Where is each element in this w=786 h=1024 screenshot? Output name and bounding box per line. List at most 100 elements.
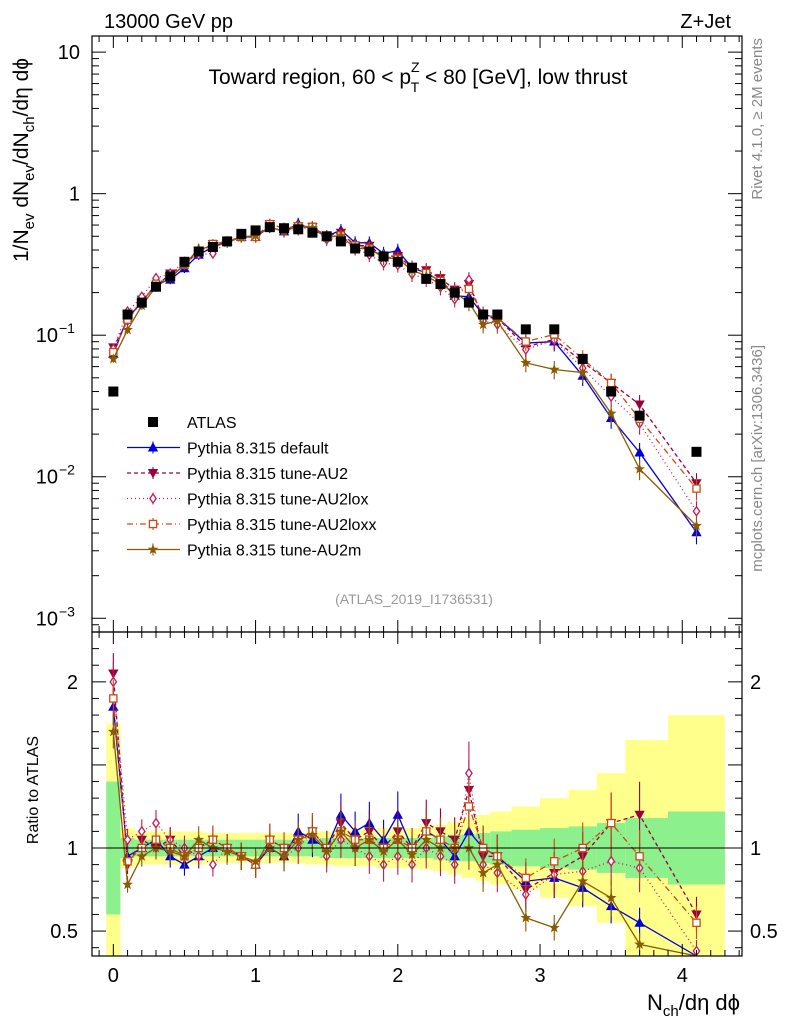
legend-marker	[147, 442, 159, 452]
legend-item: Pythia 8.315 tune-AU2loxx	[127, 517, 376, 534]
ratio-point	[464, 767, 473, 779]
ratio-tick-label-left: 1	[67, 838, 78, 860]
ratio-point	[123, 857, 132, 866]
data-point	[165, 271, 176, 282]
ratio-point	[235, 850, 247, 861]
legend-item: Pythia 8.315 tune-AU2	[127, 466, 348, 483]
data-point	[392, 256, 403, 267]
ratio-point	[307, 829, 318, 840]
y-tick-label: 1	[69, 184, 80, 206]
ratio-point	[164, 845, 176, 856]
ratio-point	[634, 938, 645, 949]
ratio-point	[137, 825, 146, 838]
data-point	[478, 309, 489, 320]
legend-label: Pythia 8.315 tune-AU2lox	[187, 492, 368, 509]
data-point	[634, 410, 645, 421]
ratio-point	[477, 867, 489, 878]
y-label-part: 1/N	[10, 229, 33, 262]
y-tick-label-exp: −3	[59, 603, 75, 619]
ratio-point	[520, 912, 532, 923]
y-label-part: dN	[10, 181, 33, 214]
series-point	[634, 447, 645, 457]
ratio-point	[392, 834, 404, 845]
ratio-point	[363, 834, 375, 845]
y-tick-label-base: 10	[36, 325, 58, 347]
series-line	[112, 225, 697, 527]
ratio-point	[550, 857, 559, 866]
ratio-point	[221, 845, 233, 856]
series-point	[577, 366, 589, 378]
ratio-frame	[91, 631, 743, 957]
chart-axes	[91, 35, 743, 957]
ratio-point	[179, 850, 190, 861]
series-point	[107, 353, 119, 364]
data-point	[122, 309, 133, 320]
series-ratio-line	[112, 673, 698, 915]
ratio-point	[635, 852, 644, 861]
y-tick-label-base: 10	[36, 608, 58, 630]
analysis-id: (ATLAS_2019_I1736531)	[335, 591, 493, 607]
series-point	[606, 378, 616, 388]
x-label-rest: /dη dϕ	[679, 990, 740, 1015]
data-point	[364, 246, 375, 257]
ratio-point	[420, 834, 432, 845]
title-sup: Z	[411, 59, 420, 75]
ratio-point	[292, 834, 304, 845]
data-point	[207, 241, 218, 252]
ratio-point	[634, 917, 645, 927]
legend-item: ATLAS	[148, 415, 237, 432]
ratio-tick-label-left: 0.5	[50, 921, 78, 943]
series-line	[112, 223, 697, 489]
legend-marker	[148, 417, 158, 427]
ratio-point	[378, 845, 389, 856]
ratio-point	[250, 855, 261, 866]
y-label-part: /dη dϕ	[10, 58, 33, 116]
y-tick-label-exp: −1	[59, 320, 75, 336]
series-point	[692, 505, 701, 517]
ratio-point	[464, 802, 474, 811]
data-point	[279, 223, 290, 234]
legend-item: Pythia 8.315 tune-AU2lox	[127, 492, 368, 509]
legend-label: ATLAS	[187, 415, 237, 432]
ratio-point	[122, 878, 133, 890]
y-tick-label: 10 −1	[36, 320, 75, 347]
data-point	[222, 236, 233, 247]
legend: ATLAS Pythia 8.315 default Pythia 8.315 tu…	[127, 415, 376, 560]
y-label-part: ev	[21, 213, 38, 229]
ratio-tick-label-right: 1	[750, 838, 761, 860]
y-tick-label: 10 −3	[36, 603, 75, 630]
data-point	[449, 287, 460, 298]
data-point	[549, 324, 560, 335]
y-tick-label: 10	[58, 42, 80, 64]
data-point	[421, 273, 432, 284]
ratio-tick-label-right: 0.5	[750, 921, 778, 943]
data-points	[108, 222, 702, 457]
data-point	[136, 297, 147, 308]
ratio-y-label: Ratio to ATLAS	[25, 736, 42, 844]
ratio-point	[208, 858, 217, 871]
ratio-point	[577, 875, 589, 886]
data-point	[250, 225, 261, 236]
y-label-part: ch	[21, 116, 38, 132]
series-point	[477, 318, 489, 330]
data-point	[236, 228, 247, 239]
y-tick-label: 10 −2	[36, 462, 75, 489]
data-point	[577, 353, 588, 364]
series-point	[605, 407, 617, 419]
series-line	[112, 222, 698, 533]
ratio-point	[321, 845, 333, 856]
series-point	[122, 324, 133, 335]
ratio-point	[335, 825, 347, 836]
header-process: Z+Jet	[680, 11, 731, 33]
title-post: < 80 [GeV], low thrust	[419, 66, 628, 89]
data-point	[691, 446, 702, 457]
y-label-part: ev	[21, 164, 38, 180]
data-point	[335, 236, 346, 247]
data-point	[293, 224, 304, 235]
ratio-point	[606, 818, 616, 828]
series-ratio-line	[112, 706, 697, 957]
ratio-point	[491, 858, 503, 870]
legend-marker	[149, 492, 157, 505]
ratio-tick-label-right: 2	[750, 672, 761, 694]
x-tick-label: 1	[250, 965, 261, 987]
